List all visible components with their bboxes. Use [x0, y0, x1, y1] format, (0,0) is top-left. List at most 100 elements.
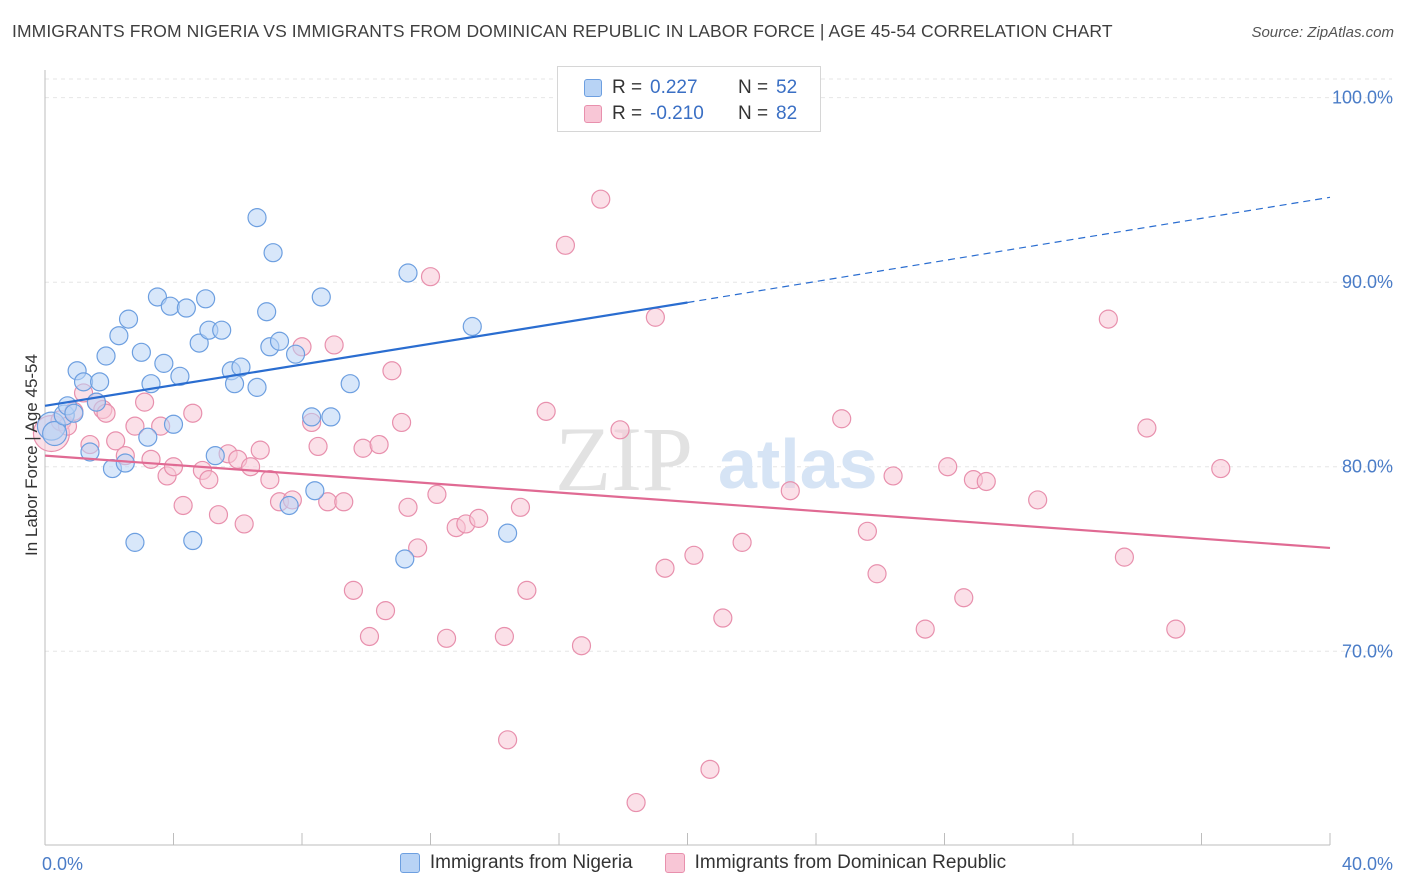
nigeria-point [118, 309, 139, 329]
r-value: -0.210 [650, 103, 704, 124]
nigeria-point [205, 446, 225, 466]
dominican-point [375, 601, 396, 621]
dominican-point [571, 636, 592, 656]
nigeria-point [138, 427, 158, 447]
dominican-point [857, 521, 878, 541]
axes [44, 70, 1331, 846]
nigeria-point [64, 403, 84, 423]
dominican-point [382, 361, 402, 381]
nigeria-point [340, 374, 360, 394]
dominican-point [343, 580, 363, 600]
dominican-point [427, 484, 447, 505]
dominican-point [645, 307, 665, 327]
nigeria-point [311, 287, 331, 307]
dominican-point [626, 792, 646, 813]
dominican-point [141, 449, 161, 469]
dominican-point [1114, 547, 1135, 567]
dominican-point [134, 392, 155, 412]
nigeria-point [73, 372, 94, 392]
nigeria-point [80, 442, 100, 462]
dominican-point [469, 508, 489, 528]
dominican-point [1098, 309, 1118, 329]
legend-label-dominican: Immigrants from Dominican Republic [694, 852, 1007, 873]
nigeria-point [302, 407, 322, 427]
nigeria-point [109, 326, 129, 346]
dominican-point [517, 580, 537, 600]
nigeria-point [160, 296, 180, 316]
nigeria-point [498, 523, 518, 543]
nigeria-point [398, 263, 418, 283]
nigeria-point [115, 453, 135, 473]
dominican-point [359, 626, 380, 647]
y-tick-label: 70.0% [1342, 641, 1393, 661]
dominican-swatch [584, 105, 602, 123]
nigeria-point [321, 407, 341, 427]
dominican-point [867, 564, 887, 584]
series-legend: Immigrants from Nigeria Immigrants from … [0, 852, 1406, 874]
nigeria-point [96, 346, 116, 366]
nigeria-point [189, 333, 209, 353]
dominican-point [199, 470, 219, 490]
y-axis-label: In Labor Force | Age 45-54 [22, 354, 41, 556]
nigeria-point [305, 481, 325, 501]
dominican-point [494, 626, 514, 647]
dominican-point [241, 457, 261, 477]
r-value: 0.227 [650, 77, 698, 98]
dominican-point [1211, 458, 1231, 479]
dominican-point [163, 457, 184, 477]
dominican-point [234, 514, 254, 534]
y-tick-label: 80.0% [1342, 457, 1393, 477]
y-tick-label: 90.0% [1342, 272, 1393, 292]
dominican-trend-line [44, 454, 1331, 550]
nigeria-point [285, 344, 306, 364]
nigeria-point [196, 289, 216, 309]
nigeria-point [247, 377, 267, 397]
r-label: R = [612, 77, 643, 98]
n-value: 52 [776, 77, 798, 98]
dominican-point [498, 730, 518, 750]
nigeria-point [125, 532, 145, 552]
nigeria-point [212, 320, 232, 340]
dominican-point [391, 412, 412, 433]
stats-row-nigeria: R = 0.227 N = 52 [584, 75, 797, 101]
source-label: Source: ZipAtlas.com [1251, 24, 1394, 41]
nigeria-swatch [399, 853, 420, 873]
dominican-point [353, 438, 373, 458]
dominican-point [883, 466, 903, 486]
dominican-point [732, 532, 752, 552]
dominican-point [915, 619, 935, 639]
dominican-point [700, 759, 720, 779]
legend-item-dominican[interactable]: Immigrants from Dominican Republic [664, 852, 1007, 874]
dominican-point [832, 409, 852, 429]
stats-legend: R = 0.227 N = 52 R = -0.210 N = 82 [557, 66, 821, 132]
dominican-point [536, 401, 556, 421]
dominican-point [420, 267, 441, 287]
dominican-point [125, 416, 145, 436]
dominican-point [208, 505, 229, 525]
x-tick-label: 40.0% [1342, 854, 1393, 874]
dominican-point [780, 481, 800, 501]
tick-labels: 70.0% 80.0% 90.0% 100.0% 0.0% 40.0% [42, 88, 1393, 874]
n-value: 82 [776, 103, 798, 124]
nigeria-point [247, 208, 267, 228]
dominican-point [510, 497, 531, 517]
dominican-point [1137, 418, 1157, 438]
nigeria-point [279, 495, 299, 516]
dominican-point [1166, 619, 1186, 639]
nigeria-point [154, 353, 174, 373]
dominican-point [436, 628, 457, 648]
dominican-point [398, 497, 418, 517]
dominican-point [324, 335, 344, 355]
nigeria-point [257, 302, 277, 322]
legend-item-nigeria[interactable]: Immigrants from Nigeria [399, 852, 633, 874]
series-nigeria-points [36, 88, 585, 569]
dominican-point [369, 434, 389, 455]
nigeria-point [42, 420, 68, 447]
nigeria-point [90, 372, 110, 392]
n-label: N = [738, 103, 769, 124]
dominican-point [555, 235, 576, 255]
r-label: R = [612, 103, 643, 124]
nigeria-trend-line [44, 301, 688, 407]
legend-label-nigeria: Immigrants from Nigeria [429, 852, 633, 873]
